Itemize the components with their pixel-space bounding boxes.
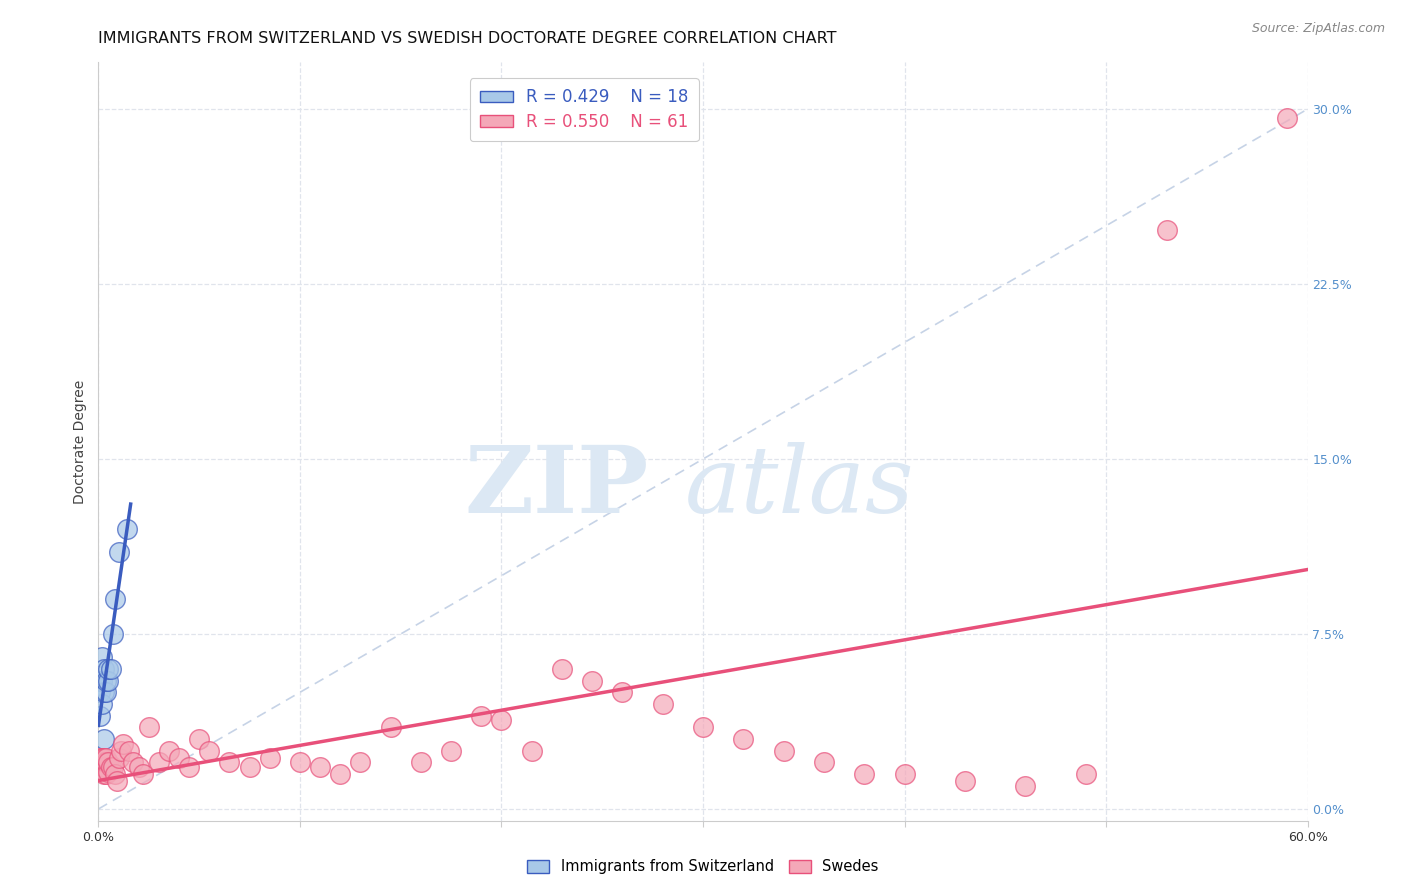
Point (100, 760, 122, 774)
Point (148, 756, 170, 770)
Y-axis label: Doctorate Degree: Doctorate Degree (73, 379, 87, 504)
Point (91, 750, 114, 764)
Point (93, 662, 115, 676)
Point (329, 767, 352, 781)
Point (93, 685, 115, 699)
Point (1156, 223, 1178, 237)
Text: IMMIGRANTS FROM SWITZERLAND VS SWEDISH DOCTORATE DEGREE CORRELATION CHART: IMMIGRANTS FROM SWITZERLAND VS SWEDISH D… (98, 31, 837, 46)
Point (97, 673, 120, 688)
Point (93, 760, 115, 774)
Point (309, 760, 332, 774)
Point (612, 685, 634, 699)
Point (103, 592, 125, 607)
Point (96, 767, 118, 781)
Point (218, 756, 240, 770)
Point (89, 685, 111, 699)
Point (89, 756, 111, 770)
Point (259, 750, 281, 764)
Point (551, 662, 574, 676)
Point (107, 545, 129, 559)
Point (111, 737, 134, 751)
Point (179, 760, 201, 774)
Point (101, 760, 124, 774)
Point (953, 774, 976, 789)
Point (89, 673, 111, 688)
Point (651, 697, 673, 711)
Point (692, 720, 714, 734)
Point (132, 767, 155, 781)
Point (89, 750, 111, 764)
Point (91, 756, 114, 770)
Text: Source: ZipAtlas.com: Source: ZipAtlas.com (1251, 22, 1385, 36)
Text: atlas: atlas (685, 442, 914, 532)
Point (115, 522, 138, 536)
Point (239, 760, 262, 774)
Point (128, 760, 150, 774)
Point (118, 744, 141, 758)
Point (198, 744, 221, 758)
Point (853, 767, 876, 781)
Point (96, 756, 118, 770)
Text: ZIP: ZIP (464, 442, 648, 532)
Point (470, 708, 492, 723)
Point (110, 744, 132, 758)
Point (91, 650, 114, 665)
Legend: Immigrants from Switzerland, Swedes: Immigrants from Switzerland, Swedes (522, 854, 884, 880)
Point (97, 756, 120, 770)
Point (97, 662, 120, 676)
Point (89, 708, 111, 723)
Point (813, 756, 835, 770)
Point (107, 750, 129, 764)
Point (103, 767, 125, 781)
Point (96, 750, 118, 764)
Point (288, 756, 311, 770)
Point (105, 774, 128, 789)
Point (93, 731, 115, 746)
Point (349, 756, 371, 770)
Point (97, 764, 120, 779)
Point (581, 673, 603, 688)
Point (1074, 767, 1097, 781)
Legend: R = 0.429    N = 18, R = 0.550    N = 61: R = 0.429 N = 18, R = 0.550 N = 61 (470, 78, 699, 141)
Point (491, 714, 513, 728)
Point (772, 744, 794, 758)
Point (93, 767, 115, 781)
Point (1014, 779, 1036, 793)
Point (1277, 112, 1299, 126)
Point (91, 673, 114, 688)
Point (91, 760, 114, 774)
Point (188, 731, 211, 746)
Point (167, 750, 190, 764)
Point (121, 756, 143, 770)
Point (409, 756, 432, 770)
Point (100, 662, 122, 676)
Point (93, 750, 115, 764)
Point (520, 744, 543, 758)
Point (138, 720, 160, 734)
Point (380, 720, 402, 734)
Point (96, 673, 118, 688)
Point (96, 685, 118, 699)
Point (157, 744, 180, 758)
Point (893, 767, 915, 781)
Point (93, 756, 115, 770)
Point (91, 697, 114, 711)
Point (733, 731, 755, 746)
Point (440, 744, 463, 758)
Point (101, 627, 124, 641)
Point (89, 760, 111, 774)
